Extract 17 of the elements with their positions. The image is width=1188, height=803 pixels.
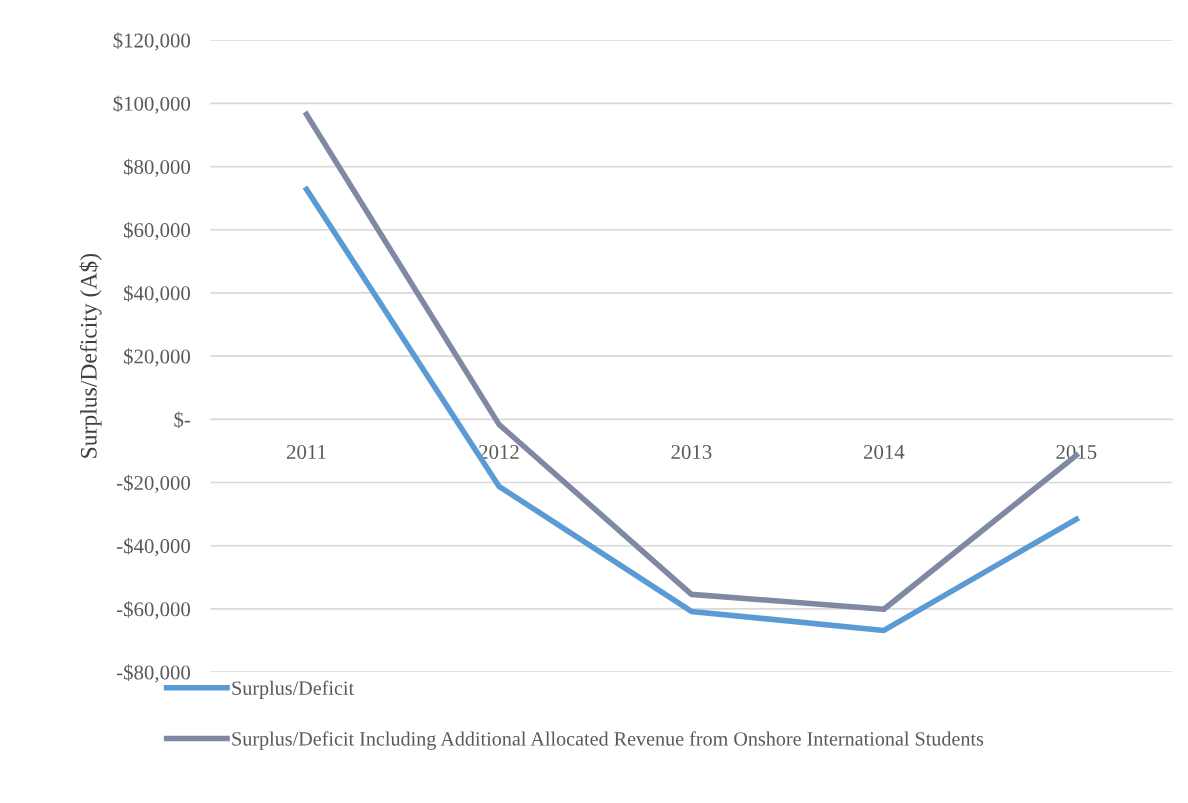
- y-tick-label: -$80,000: [116, 664, 191, 683]
- y-tick-label: $20,000: [124, 348, 191, 367]
- y-tick-label: $100,000: [113, 95, 191, 114]
- y-tick-label: -$60,000: [116, 601, 191, 620]
- y-tick-label: $120,000: [113, 32, 191, 51]
- legend-label: Surplus/Deficit Including Additional Allocated Revenue from Onshore International Students: [232, 731, 984, 750]
- y-tick-label: $40,000: [124, 285, 191, 304]
- y-axis-title: Surplus/Deficity (A$): [79, 253, 102, 458]
- y-tick-label: $-: [174, 411, 191, 429]
- x-tick-label: 2014: [863, 444, 905, 459]
- legend-label: Surplus/Deficit: [232, 680, 355, 700]
- x-tick-label: 2011: [286, 444, 326, 459]
- y-tick-label: $60,000: [124, 221, 191, 241]
- y-tick-label: -$20,000: [116, 474, 191, 493]
- y-tick-label: $80,000: [124, 158, 191, 177]
- y-tick-label: -$40,000: [116, 537, 191, 557]
- x-tick-label: 2013: [671, 444, 712, 459]
